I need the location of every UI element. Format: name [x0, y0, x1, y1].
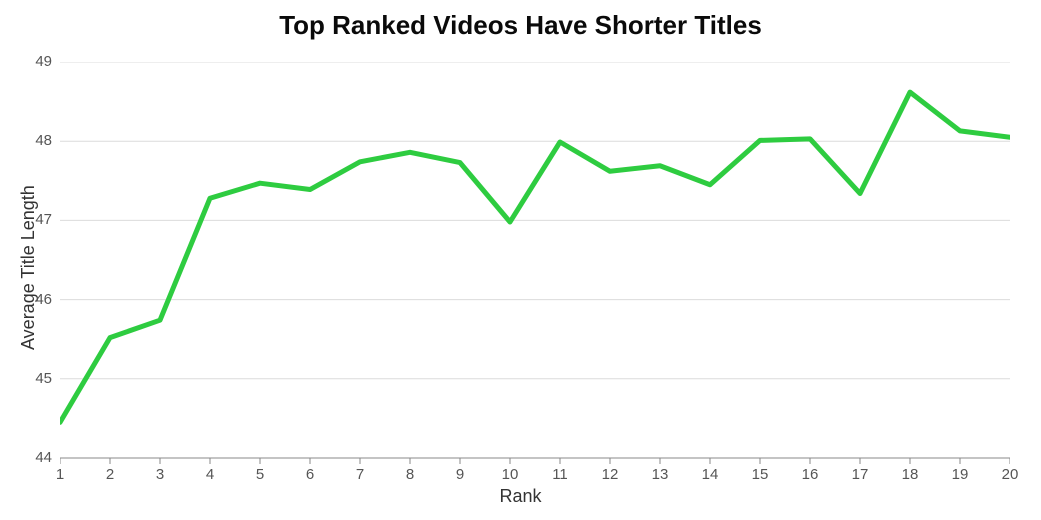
- x-tick-label: 11: [545, 466, 575, 483]
- y-axis-label: Average Title Length: [18, 185, 39, 350]
- x-tick-label: 17: [845, 466, 875, 483]
- x-tick-label: 18: [895, 466, 925, 483]
- x-tick-label: 13: [645, 466, 675, 483]
- x-tick-label: 10: [495, 466, 525, 483]
- x-tick-label: 8: [395, 466, 425, 483]
- x-tick-label: 9: [445, 466, 475, 483]
- y-tick-label: 49: [26, 53, 52, 70]
- x-tick-label: 3: [145, 466, 175, 483]
- x-tick-label: 12: [595, 466, 625, 483]
- y-tick-label: 48: [26, 132, 52, 149]
- y-tick-label: 44: [26, 449, 52, 466]
- line-chart: Top Ranked Videos Have Shorter Titles Av…: [0, 0, 1041, 520]
- y-tick-label: 47: [26, 211, 52, 228]
- x-tick-label: 1: [45, 466, 75, 483]
- x-tick-label: 14: [695, 466, 725, 483]
- chart-title: Top Ranked Videos Have Shorter Titles: [0, 10, 1041, 41]
- x-tick-label: 6: [295, 466, 325, 483]
- x-tick-label: 5: [245, 466, 275, 483]
- x-tick-label: 7: [345, 466, 375, 483]
- x-axis-label: Rank: [0, 486, 1041, 507]
- x-tick-label: 4: [195, 466, 225, 483]
- plot-area: [60, 62, 1010, 466]
- x-tick-label: 15: [745, 466, 775, 483]
- x-tick-label: 20: [995, 466, 1025, 483]
- x-tick-label: 19: [945, 466, 975, 483]
- y-tick-label: 46: [26, 291, 52, 308]
- y-tick-label: 45: [26, 370, 52, 387]
- x-tick-label: 16: [795, 466, 825, 483]
- x-tick-label: 2: [95, 466, 125, 483]
